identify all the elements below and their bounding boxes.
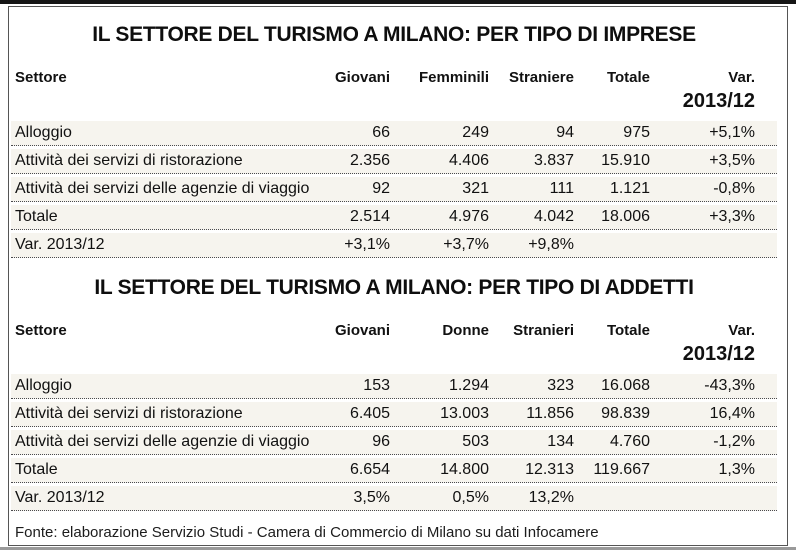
cell-donne: 0,5% (452, 489, 489, 506)
cell-femminili: 4.406 (448, 152, 489, 169)
cell-donne: 503 (462, 433, 489, 450)
cell-giovani: 3,5% (353, 489, 390, 506)
imprese-table-title: IL SETTORE DEL TURISMO A MILANO: PER TIP… (92, 23, 696, 46)
table-row-totale: Totale 2.514 4.976 4.042 18.006 +3,3% (11, 205, 777, 230)
cell-stranieri: 323 (547, 377, 574, 394)
cell-donne: 14.800 (440, 461, 489, 478)
cell-giovani: 92 (372, 180, 390, 197)
row-label: Totale (15, 208, 58, 225)
row-label: Attività dei servizi di ristorazione (15, 152, 243, 169)
cell-stranieri: 12.313 (525, 461, 574, 478)
cell-stranieri: 134 (547, 433, 574, 450)
var-label: Var. (728, 322, 755, 339)
cell-femminili: 321 (462, 180, 489, 197)
table-row-var: Var. 2013/12 3,5% 0,5% 13,2% (11, 486, 777, 511)
cell-femminili: +3,7% (443, 236, 489, 253)
cell-var: 1,3% (718, 461, 755, 478)
cell-straniere: 4.042 (533, 208, 574, 225)
cell-giovani: 6.654 (349, 461, 390, 478)
row-label: Alloggio (15, 124, 72, 141)
cell-straniere: 111 (549, 180, 574, 197)
var-period-label: 2013/12 (682, 343, 755, 365)
var-period-label: 2013/12 (682, 90, 755, 112)
cell-var: -0,8% (713, 180, 755, 197)
cell-giovani: 2.514 (349, 208, 390, 225)
cell-totale: 16.068 (601, 377, 650, 394)
row-label: Var. 2013/12 (15, 236, 105, 253)
cell-femminili: 249 (462, 124, 489, 141)
table-row-var: Var. 2013/12 +3,1% +3,7% +9,8% (11, 233, 777, 258)
cell-donne: 13.003 (440, 405, 489, 422)
cell-giovani: 2.356 (349, 152, 390, 169)
cell-totale: 975 (623, 124, 650, 141)
imprese-header-row: Settore Giovani Femminili Straniere Tota… (11, 69, 777, 113)
cell-donne: 1.294 (448, 377, 489, 394)
imprese-table-body: Alloggio 66 249 94 975 +5,1% Attività de… (11, 121, 777, 258)
table-row: Attività dei servizi delle agenzie di vi… (11, 430, 777, 455)
cell-var: +3,5% (709, 152, 755, 169)
table-row: Attività dei servizi di ristorazione 2.3… (11, 149, 777, 174)
imprese-table: IL SETTORE DEL TURISMO A MILANO: PER TIP… (11, 21, 777, 258)
table-row: Attività dei servizi delle agenzie di vi… (11, 177, 777, 202)
cell-giovani: 153 (363, 377, 390, 394)
cell-var: -1,2% (713, 433, 755, 450)
row-label: Attività dei servizi delle agenzie di vi… (15, 433, 310, 450)
row-label: Var. 2013/12 (15, 489, 105, 506)
column-header-totale: Totale (606, 69, 650, 86)
table-row: Attività dei servizi di ristorazione 6.4… (11, 402, 777, 427)
cell-var: +5,1% (709, 124, 755, 141)
addetti-header-row: Settore Giovani Donne Stranieri Totale V… (11, 322, 777, 366)
cell-straniere: 94 (556, 124, 574, 141)
cell-totale: 15.910 (601, 152, 650, 169)
table-row: Alloggio 153 1.294 323 16.068 -43,3% (11, 374, 777, 399)
table-row-totale: Totale 6.654 14.800 12.313 119.667 1,3% (11, 458, 777, 483)
table-frame: IL SETTORE DEL TURISMO A MILANO: PER TIP… (8, 6, 788, 546)
row-label: Attività dei servizi di ristorazione (15, 405, 243, 422)
cell-totale: 4.760 (609, 433, 650, 450)
cell-totale: 119.667 (593, 461, 650, 478)
column-header-giovani: Giovani (334, 322, 390, 339)
row-label: Totale (15, 461, 58, 478)
cell-var: +3,3% (709, 208, 755, 225)
column-header-totale: Totale (606, 322, 650, 339)
top-rule (0, 0, 796, 4)
var-label: Var. (728, 69, 755, 86)
column-header-settore: Settore (15, 69, 67, 86)
addetti-table-title: IL SETTORE DEL TURISMO A MILANO: PER TIP… (94, 276, 694, 299)
cell-femminili: 4.976 (448, 208, 489, 225)
column-header-settore: Settore (15, 322, 67, 339)
table-row: Alloggio 66 249 94 975 +5,1% (11, 121, 777, 146)
cell-stranieri: 11.856 (526, 405, 574, 422)
column-header-donne: Donne (442, 322, 489, 339)
bottom-rule (0, 547, 796, 550)
frame-content: IL SETTORE DEL TURISMO A MILANO: PER TIP… (9, 21, 787, 542)
cell-straniere: 3.837 (533, 152, 574, 169)
cell-var: -43,3% (704, 377, 755, 394)
addetti-table-body: Alloggio 153 1.294 323 16.068 -43,3% Att… (11, 374, 777, 511)
cell-giovani: +3,1% (344, 236, 390, 253)
column-header-var: Var. 2013/12 (650, 69, 777, 113)
cell-totale: 18.006 (601, 208, 650, 225)
cell-giovani: 96 (372, 433, 390, 450)
row-label: Alloggio (15, 377, 72, 394)
column-header-var: Var. 2013/12 (650, 322, 777, 366)
column-header-femminili: Femminili (418, 69, 489, 86)
cell-totale: 1.121 (609, 180, 650, 197)
cell-straniere: +9,8% (528, 236, 574, 253)
cell-stranieri: 13,2% (528, 489, 574, 506)
cell-totale: 98.839 (601, 405, 650, 422)
cell-giovani: 6.405 (349, 405, 390, 422)
column-header-straniere: Straniere (508, 69, 574, 86)
cell-var: 16,4% (709, 405, 755, 422)
cell-giovani: 66 (372, 124, 390, 141)
column-header-stranieri: Stranieri (513, 322, 574, 339)
source-note: Fonte: elaborazione Servizio Studi - Cam… (15, 524, 599, 541)
row-label: Attività dei servizi delle agenzie di vi… (15, 180, 310, 197)
column-header-giovani: Giovani (334, 69, 390, 86)
addetti-table: IL SETTORE DEL TURISMO A MILANO: PER TIP… (11, 274, 777, 511)
